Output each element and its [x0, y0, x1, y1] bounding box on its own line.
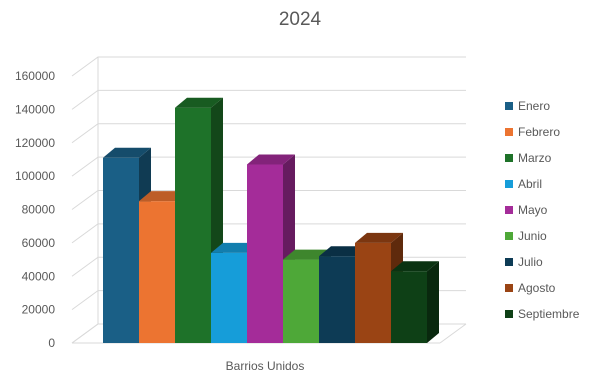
bar-front — [391, 271, 427, 343]
legend-item: Abril — [505, 177, 542, 191]
legend-swatch — [505, 232, 513, 240]
legend-item: Agosto — [505, 281, 556, 295]
bar-top — [391, 261, 439, 272]
bars — [103, 97, 439, 343]
bar-front — [139, 201, 175, 343]
x-category-label: Barrios Unidos — [226, 359, 305, 373]
legend: Enero Febrero Marzo Abril Mayo Junio Julio Agos… — [505, 99, 580, 321]
bar-front — [319, 256, 355, 343]
y-tick-label: 0 — [48, 336, 55, 350]
y-tick-label: 120000 — [15, 136, 55, 150]
gridline — [71, 223, 466, 244]
legend-swatch — [505, 128, 513, 136]
bar-front — [211, 252, 247, 343]
y-tick-label: 100000 — [15, 169, 55, 183]
bar-top — [355, 232, 403, 243]
legend-label: Julio — [518, 255, 543, 269]
legend-item: Septiembre — [505, 307, 580, 321]
bar-junio — [283, 249, 331, 343]
bar-top — [247, 154, 295, 165]
gridline — [71, 56, 466, 77]
gridline — [71, 123, 466, 144]
y-tick-label: 20000 — [22, 303, 56, 317]
bar-top — [175, 97, 223, 108]
legend-label: Febrero — [518, 125, 560, 139]
chart-title: 2024 — [279, 9, 322, 30]
legend-swatch — [505, 102, 513, 110]
legend-item: Junio — [505, 229, 547, 243]
legend-swatch — [505, 258, 513, 266]
legend-label: Mayo — [518, 203, 548, 217]
legend-swatch — [505, 284, 513, 292]
legend-label: Enero — [518, 99, 550, 113]
legend-swatch — [505, 180, 513, 188]
bar-front — [175, 107, 211, 343]
bar-septiembre — [391, 261, 439, 343]
legend-swatch — [505, 206, 513, 214]
y-tick-label: 160000 — [15, 69, 55, 83]
bar-front — [247, 164, 283, 343]
y-axis: 0 20000 40000 60000 80000 100000 120000 140000 1… — [15, 69, 55, 350]
legend-label: Junio — [518, 229, 547, 243]
legend-label: Septiembre — [518, 307, 580, 321]
legend-item: Mayo — [505, 203, 548, 217]
y-tick-label: 80000 — [22, 203, 56, 217]
legend-item: Enero — [505, 99, 550, 113]
y-tick-label: 40000 — [22, 269, 56, 283]
legend-label: Marzo — [518, 151, 552, 165]
floor-edge-right — [439, 323, 467, 344]
bar-front — [355, 242, 391, 343]
bar-side — [427, 261, 439, 343]
gridline — [71, 89, 466, 110]
legend-swatch — [505, 154, 513, 162]
legend-label: Abril — [518, 177, 542, 191]
legend-label: Agosto — [518, 281, 556, 295]
gridlines — [71, 56, 467, 344]
gridline — [71, 190, 466, 210]
legend-swatch — [505, 310, 513, 318]
bar-top — [103, 147, 151, 158]
legend-item: Marzo — [505, 151, 552, 165]
legend-item: Julio — [505, 255, 543, 269]
gridline — [71, 156, 466, 177]
x-axis: Barrios Unidos — [226, 359, 305, 373]
legend-item: Febrero — [505, 125, 560, 139]
bar-front — [103, 157, 139, 343]
bar-front — [283, 259, 319, 343]
y-tick-label: 140000 — [15, 102, 55, 116]
y-tick-label: 60000 — [22, 236, 56, 250]
